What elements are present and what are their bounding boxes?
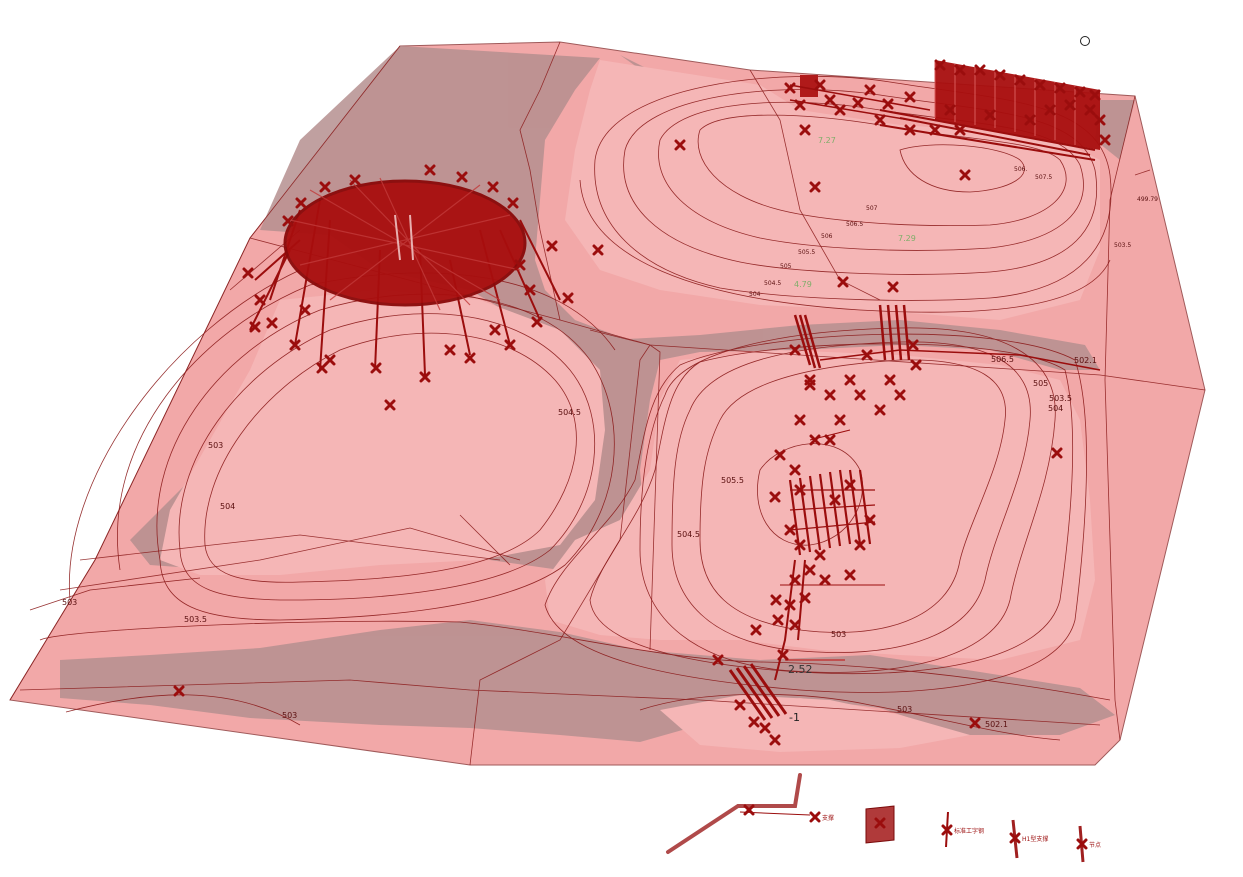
spot-label: 7.29	[898, 234, 916, 243]
contour-label: 503.5	[1049, 394, 1072, 403]
contour-label: 502.1	[985, 720, 1008, 729]
contour-label: 507	[866, 205, 878, 212]
contour-label: 504.5	[764, 280, 781, 287]
spot-label: 4.79	[794, 280, 812, 289]
contour-label: 504	[749, 291, 761, 298]
contour-label: 505.5	[721, 476, 744, 485]
contour-label: 503	[897, 705, 912, 714]
contour-label: 504	[1048, 404, 1063, 413]
spot-elevations: 2.52 -1 7.27 7.29 4.79	[788, 136, 916, 724]
legend-label: 节点	[1089, 841, 1101, 849]
contour-labels: 504.5 503 504 503 503.5 503 505.5 504.5 …	[62, 166, 1158, 729]
legend-label: H1型支撑	[1022, 835, 1048, 843]
contour-label: 505	[1033, 379, 1048, 388]
legend-label: 支撑	[822, 814, 834, 822]
contour-label: 504.5	[677, 530, 700, 539]
contour-label: 504.5	[558, 408, 581, 417]
contour-label: 507.5	[1035, 174, 1052, 181]
contour-label: 503	[282, 711, 297, 720]
contour-label: 506.5	[846, 221, 863, 228]
contour-label: 504	[220, 502, 235, 511]
legend-label: 标准工字钢	[954, 827, 984, 835]
spot-label: -1	[789, 711, 800, 724]
support-cluster-top-right	[789, 60, 1100, 161]
spot-label: 7.27	[818, 136, 836, 145]
contour-label: 503	[831, 630, 846, 639]
support-cluster-left	[249, 177, 561, 376]
contour-label: 503	[208, 441, 223, 450]
view-orbit-icon[interactable]	[1080, 36, 1090, 46]
contour-label: 503.5	[1114, 242, 1131, 249]
contour-label: 503.5	[184, 615, 207, 624]
contour-label: 506.	[1014, 166, 1027, 173]
contour-label: 505	[780, 263, 792, 270]
contour-label: 503	[62, 598, 77, 607]
contour-label: 506.5	[991, 355, 1014, 364]
contour-label: 505.5	[798, 249, 815, 256]
terrain-pads	[160, 60, 1100, 752]
support-cluster-center	[728, 304, 1101, 721]
spot-label: 2.52	[788, 663, 813, 676]
contour-lines	[29, 75, 1112, 741]
contour-label: 499.79	[1137, 196, 1158, 203]
legend-components: 支撑 标准工字钢 H1型支撑 节点	[666, 773, 1101, 863]
contour-label: 502.1	[1074, 356, 1097, 365]
contour-label: 506	[821, 233, 833, 240]
